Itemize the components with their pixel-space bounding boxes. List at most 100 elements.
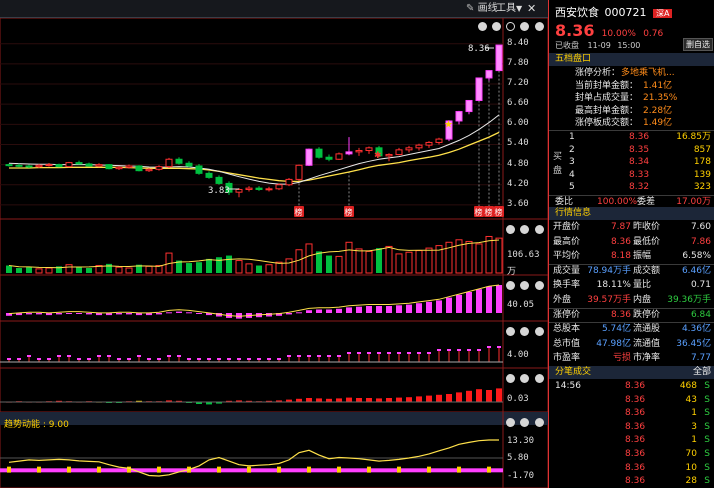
tick-volume: 43 xyxy=(685,394,697,405)
candle-down xyxy=(325,156,333,160)
order-book-info-row: 涨停分析： 多地乘飞机... xyxy=(549,67,714,80)
quote-label: 总市值 xyxy=(553,338,581,349)
panel1-refresh-icon[interactable] xyxy=(506,22,515,31)
ind3-dot xyxy=(377,352,381,354)
volume-bar-down xyxy=(136,264,142,273)
candle-up xyxy=(425,141,433,146)
panel6-close-icon[interactable] xyxy=(520,418,529,427)
macd-bar xyxy=(26,313,32,315)
candle-limit-up xyxy=(465,99,473,113)
macd-bar xyxy=(296,312,302,314)
quote-value: 亏损 xyxy=(612,353,631,364)
buy-level-row[interactable]: 5 8.32 323 xyxy=(549,181,714,194)
volume-bar-down xyxy=(316,251,322,273)
panel1-close-icon[interactable] xyxy=(520,22,529,31)
panel4-close-icon[interactable] xyxy=(520,327,529,336)
quote-date: 11-09 xyxy=(587,41,611,50)
rank-badge xyxy=(294,206,304,217)
ind3-dot xyxy=(127,358,131,360)
quote-value: 7.86 xyxy=(690,236,711,247)
order-book-info-row: 当前封单金额： 1.41亿 xyxy=(549,80,714,93)
tick-row: 8.36 10 S xyxy=(549,462,714,475)
buy-level-row[interactable]: 1 8.36 16.85万 xyxy=(549,131,714,144)
volume-bar-down xyxy=(76,267,82,273)
tick-row: 8.36 28 S xyxy=(549,475,714,488)
tools-button[interactable]: 工具▼ xyxy=(496,2,522,16)
kline-chart[interactable]: ★✱榜榜榜榜榜 xyxy=(0,0,548,488)
macd-line xyxy=(8,284,500,317)
panel3-settings-icon[interactable] xyxy=(506,281,515,290)
macd-bar xyxy=(106,313,112,316)
panel5-settings-icon[interactable] xyxy=(506,374,515,383)
quote-label: 振幅 xyxy=(633,251,652,262)
ind3-dot xyxy=(407,352,411,354)
quote-value: 18.11% xyxy=(596,280,631,291)
ind3-dot xyxy=(247,358,251,360)
ind4-bar xyxy=(416,396,422,402)
info-value: 1.41亿 xyxy=(643,80,673,91)
panel1-add-icon[interactable] xyxy=(492,22,501,31)
panel6-settings-icon[interactable] xyxy=(506,418,515,427)
buy-level-row[interactable]: 2 8.35 857 xyxy=(549,144,714,157)
close-icon[interactable]: ✕ xyxy=(527,2,537,15)
panel-frame xyxy=(0,17,548,220)
macd-bar xyxy=(476,289,482,313)
tick-all-button[interactable]: 全部 xyxy=(692,367,711,377)
volume-bar-up xyxy=(45,267,53,274)
panel1-settings-icon[interactable] xyxy=(478,22,487,31)
remove-favorite-button[interactable]: 删自选 xyxy=(683,38,713,51)
tick-price: 8.36 xyxy=(625,421,646,432)
tick-direction: S xyxy=(704,476,710,487)
panel4-menu-icon[interactable] xyxy=(535,327,544,336)
panel2-settings-icon[interactable] xyxy=(506,225,515,234)
draw-button[interactable]: ✎ 画线 xyxy=(466,2,498,16)
macd-bar xyxy=(326,309,332,313)
candle-down xyxy=(25,165,33,168)
trend-panel-label: 趋势动能 : 9.00 xyxy=(4,420,69,430)
chart-area[interactable]: ★ ✱ 榜榜榜榜榜 ✎ 画线 工具▼ ✕ 8.40 7.80 7.20 6.60 6.00 5… xyxy=(0,0,548,488)
quote-value: 7.60 xyxy=(690,222,711,232)
rank-badge-text: 榜 xyxy=(495,207,503,217)
quote-info-header[interactable]: 行情信息 xyxy=(549,207,714,220)
trend-marker xyxy=(97,466,101,473)
order-ratio-row: 委比 100.00% 委差 17.00万 xyxy=(555,197,711,207)
buy-level-row[interactable]: 3 8.34 178 xyxy=(549,156,714,169)
panel1-menu-icon[interactable] xyxy=(535,22,544,31)
panel2-menu-icon[interactable] xyxy=(535,225,544,234)
order-book-header[interactable]: 五档盘口 xyxy=(549,53,714,66)
panel3-close-icon[interactable] xyxy=(520,281,529,290)
panel6-menu-icon[interactable] xyxy=(535,418,544,427)
tools-label: 工具 xyxy=(496,3,516,14)
ind4-bar xyxy=(426,395,432,402)
ind4-bar xyxy=(456,392,462,402)
ma-line-yellow xyxy=(9,131,500,183)
ind4-bar xyxy=(316,398,322,402)
level-number: 4 xyxy=(569,169,575,180)
candle-down xyxy=(85,163,93,167)
trend-axis-top: 13.30 xyxy=(507,436,535,446)
macd-bar xyxy=(406,304,412,313)
trend-band xyxy=(0,468,503,473)
ind3-dot xyxy=(417,352,421,354)
panel2-close-icon[interactable] xyxy=(520,225,529,234)
quote-value: 8.36 xyxy=(610,309,631,320)
volume-bar-up xyxy=(435,245,443,274)
panel5-menu-icon[interactable] xyxy=(535,374,544,383)
trend-marker xyxy=(427,466,431,473)
panel3-menu-icon[interactable] xyxy=(535,281,544,290)
trend-marker xyxy=(277,466,281,473)
ind3-dot xyxy=(267,358,271,360)
volume-bar-up xyxy=(35,268,43,274)
macd-bar xyxy=(446,297,452,313)
ind3-dot xyxy=(327,355,331,357)
ind3-dot xyxy=(177,355,181,357)
panel4-settings-icon[interactable] xyxy=(506,327,515,336)
candle-up xyxy=(295,164,303,180)
ind4-bar xyxy=(166,400,172,402)
panel5-close-icon[interactable] xyxy=(520,374,529,383)
tick-trades-header[interactable]: 分笔成交 全部 xyxy=(549,366,714,379)
macd-bar xyxy=(386,306,392,313)
quote-value: 4.36亿 xyxy=(681,324,711,335)
buy-level-row[interactable]: 4 8.33 139 xyxy=(549,169,714,182)
volume-bar-up xyxy=(295,249,303,274)
